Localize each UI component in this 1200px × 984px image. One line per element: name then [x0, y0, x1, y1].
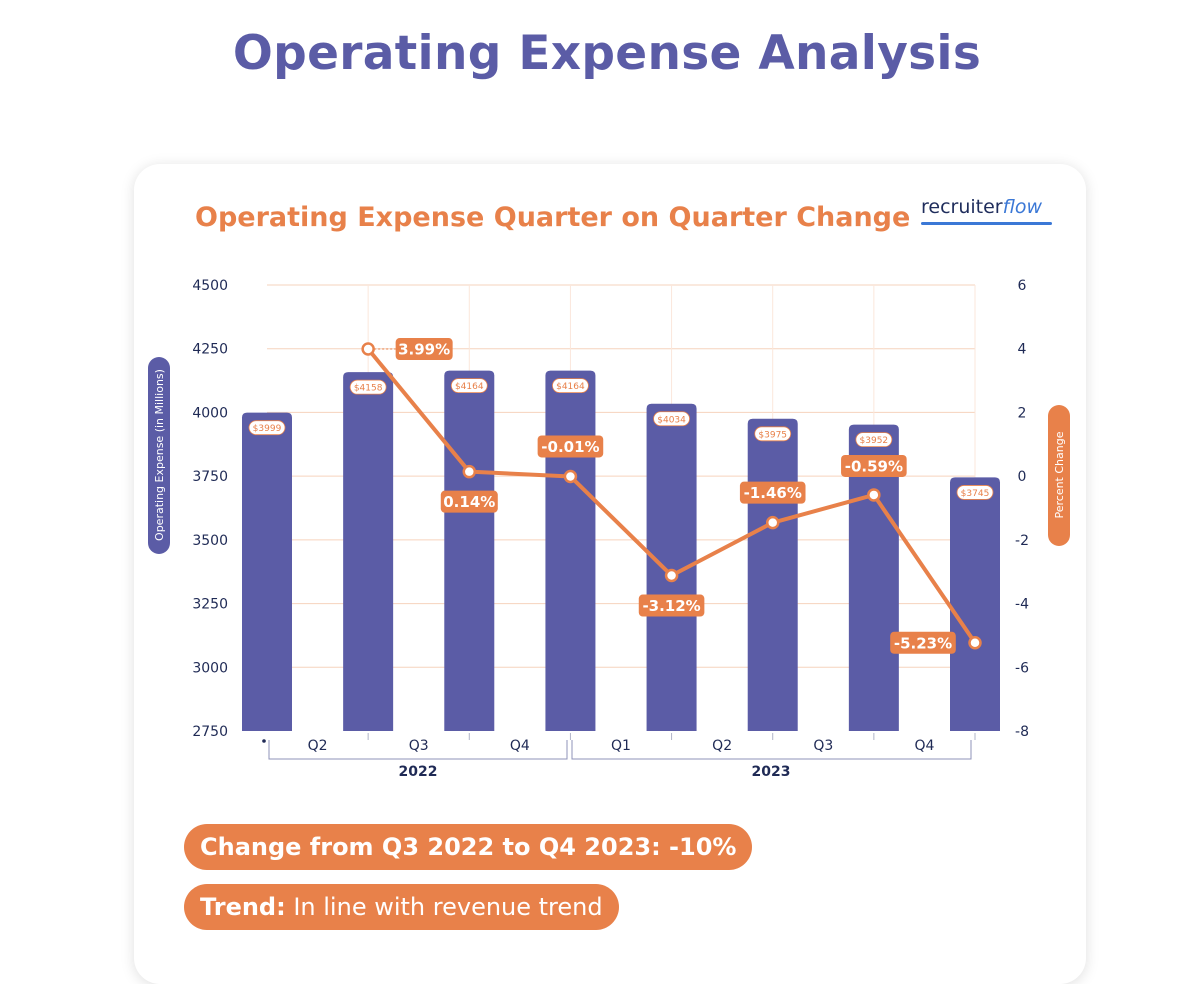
- x-tick-label: Q4: [510, 738, 530, 754]
- percent-label: -0.01%: [541, 438, 599, 456]
- y2-tick-label: -2: [1015, 533, 1029, 549]
- bar: [747, 418, 798, 731]
- bar-value-chip: [956, 485, 994, 500]
- percent-point: [867, 488, 881, 502]
- y2-tick-label: 0: [1018, 469, 1027, 485]
- percent-label-chip: [890, 631, 956, 654]
- x-tick-label: Q1: [611, 738, 631, 754]
- y-tick-label: 2750: [192, 724, 228, 740]
- change-summary-pill: Change from Q3 2022 to Q4 2023: -10%: [184, 824, 753, 870]
- y2-axis-title-pill: [1048, 405, 1070, 546]
- bar: [444, 370, 495, 731]
- percent-label: -5.23%: [894, 634, 952, 652]
- y-tick-label: 4250: [192, 342, 228, 358]
- bar-value-chip: [450, 378, 488, 394]
- bar: [242, 412, 292, 731]
- y2-tick-label: 2: [1018, 405, 1027, 421]
- bar: [848, 424, 899, 731]
- percent-label: -1.46%: [744, 484, 802, 502]
- percent-label-chip: [739, 481, 806, 504]
- percent-label: 0.14%: [443, 493, 495, 511]
- year-label: 2023: [752, 764, 791, 780]
- percent-label-chip: [638, 594, 705, 617]
- y2-tick-label: -6: [1015, 660, 1029, 676]
- trend-summary-pill: Trend: In line with revenue trend: [184, 884, 619, 930]
- year-label: 2022: [399, 764, 438, 780]
- logo-main-text: recruiter: [921, 196, 1003, 218]
- percent-line: [361, 342, 982, 650]
- percent-label: 3.99%: [398, 341, 450, 359]
- logo-accent-text: flow: [1002, 196, 1043, 218]
- bar-value-label: $4164: [455, 382, 484, 392]
- percent-label: -3.12%: [642, 597, 700, 615]
- y2-axis-title: Percent Change: [1053, 431, 1066, 518]
- bars: [242, 370, 1000, 731]
- percent-label-chip: [537, 435, 604, 458]
- bar: [950, 477, 1000, 731]
- bar-value-chip: [653, 411, 690, 427]
- percent-point: [968, 636, 982, 650]
- y-tick-label: 4500: [192, 278, 228, 294]
- y-tick-label: 4000: [192, 405, 228, 421]
- bar-value-label: $3975: [758, 430, 787, 440]
- y-axis-title-pill: [148, 357, 170, 554]
- change-summary-text: Change from Q3 2022 to Q4 2023: -10%: [200, 833, 737, 861]
- recruiterflow-logo: recruiterflow: [921, 196, 1042, 218]
- x-tick-label: Q3: [409, 738, 429, 754]
- axis-origin-dot: [262, 739, 266, 743]
- axes: 4500 4250 4000 3750 3500 3250 3000 2750 6 4 2 0 -2 -4…: [148, 278, 1070, 780]
- bar-value-label: $4164: [556, 382, 585, 392]
- y2-tick-label: 6: [1018, 278, 1027, 294]
- bar-value-label: $3999: [253, 424, 282, 434]
- page-title: Operating Expense Analysis: [232, 26, 982, 81]
- y2-tick-label: -4: [1015, 597, 1029, 613]
- bar-value-chip: [855, 432, 893, 448]
- chart-svg: 4500 4250 4000 3750 3500 3250 3000 2750 6 4 2 0 -2 -4…: [148, 278, 1070, 780]
- percent-label-chip: [440, 490, 498, 513]
- y-tick-label: 3250: [192, 597, 228, 613]
- y2-tick-label: 4: [1018, 342, 1027, 358]
- y-tick-label: 3000: [192, 660, 228, 676]
- x-tick-label: Q2: [712, 738, 732, 754]
- percent-point: [765, 515, 780, 530]
- data-labels: $3999 $4158 $4164 $4164 $4034 $3975 $3952 $3745…: [248, 338, 994, 654]
- y-tick-label: 3750: [192, 469, 228, 485]
- chart-title: Operating Expense Quarter on Quarter Cha…: [195, 202, 911, 233]
- percent-label-chip: [395, 338, 453, 361]
- x-tick-label: Q3: [813, 738, 833, 754]
- logo-underline: [921, 222, 1052, 225]
- bar-value-label: $3745: [961, 489, 990, 499]
- bar: [646, 403, 697, 731]
- trend-label: Trend:: [200, 893, 286, 921]
- bar-value-chip: [552, 378, 589, 394]
- percent-point: [563, 469, 578, 484]
- trend-text: In line with revenue trend: [285, 893, 603, 921]
- bar-value-chip: [754, 426, 792, 442]
- bar: [545, 370, 596, 731]
- bar-value-chip: [248, 420, 286, 436]
- percent-point: [462, 464, 477, 479]
- y-axis-title: Operating Expense (in Millions): [153, 369, 166, 541]
- year-bracket: [571, 740, 972, 760]
- percent-label: -0.59%: [845, 457, 903, 475]
- bar-value-chip: [349, 379, 387, 395]
- x-tick-label: Q4: [914, 738, 934, 754]
- bar-value-label: $4034: [657, 415, 686, 425]
- percent-label-chip: [841, 454, 907, 477]
- bar-value-label: $3952: [860, 436, 889, 446]
- percent-point: [361, 342, 375, 356]
- percent-point: [664, 568, 679, 583]
- y-tick-label: 3500: [192, 533, 228, 549]
- bar-value-label: $4158: [354, 384, 383, 394]
- x-tick-label: Q2: [308, 738, 328, 754]
- y2-tick-label: -8: [1015, 724, 1029, 740]
- year-bracket: [268, 740, 568, 760]
- bar: [343, 372, 394, 731]
